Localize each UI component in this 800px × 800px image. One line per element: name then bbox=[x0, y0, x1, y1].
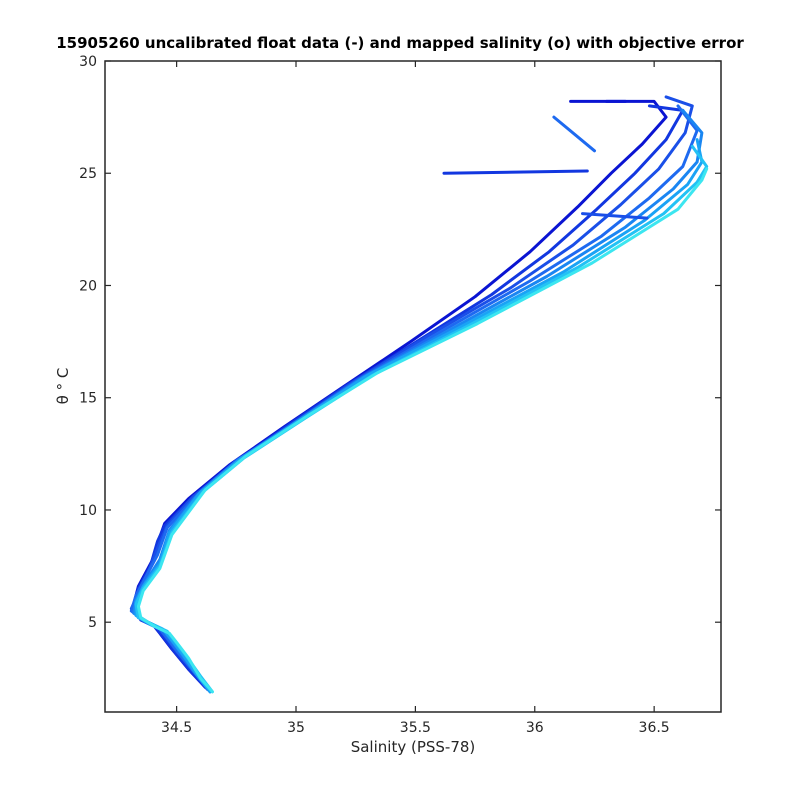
x-tick-label-4: 36.5 bbox=[639, 720, 670, 736]
series-line-11 bbox=[581, 212, 649, 220]
series-layer bbox=[129, 95, 709, 694]
y-axis-label: θ ° C bbox=[54, 368, 72, 405]
y-tick-label-0: 5 bbox=[88, 615, 97, 631]
chart-title: 15905260 uncalibrated float data (-) and… bbox=[56, 34, 744, 52]
y-tick-label-2: 15 bbox=[79, 391, 97, 407]
series-line-7 bbox=[136, 167, 709, 694]
series-line-8 bbox=[442, 169, 589, 175]
x-tick-label-1: 35 bbox=[287, 720, 305, 736]
y-tick-label-3: 20 bbox=[79, 278, 97, 294]
plot-frame bbox=[104, 60, 722, 713]
series-line-9 bbox=[552, 115, 596, 153]
ticks-layer: 34.5 35 35.5 36 36.5 5 10 15 20 25 30 bbox=[79, 54, 721, 736]
series-line-5 bbox=[134, 138, 704, 694]
y-tick-label-1: 10 bbox=[79, 503, 97, 519]
x-axis-label: Salinity (PSS-78) bbox=[351, 738, 476, 756]
x-tick-label-2: 35.5 bbox=[400, 720, 431, 736]
x-tick-label-0: 34.5 bbox=[161, 720, 192, 736]
y-tick-label-4: 25 bbox=[79, 166, 97, 182]
x-tick-label-3: 36 bbox=[526, 720, 544, 736]
y-tick-label-5: 30 bbox=[79, 54, 97, 70]
